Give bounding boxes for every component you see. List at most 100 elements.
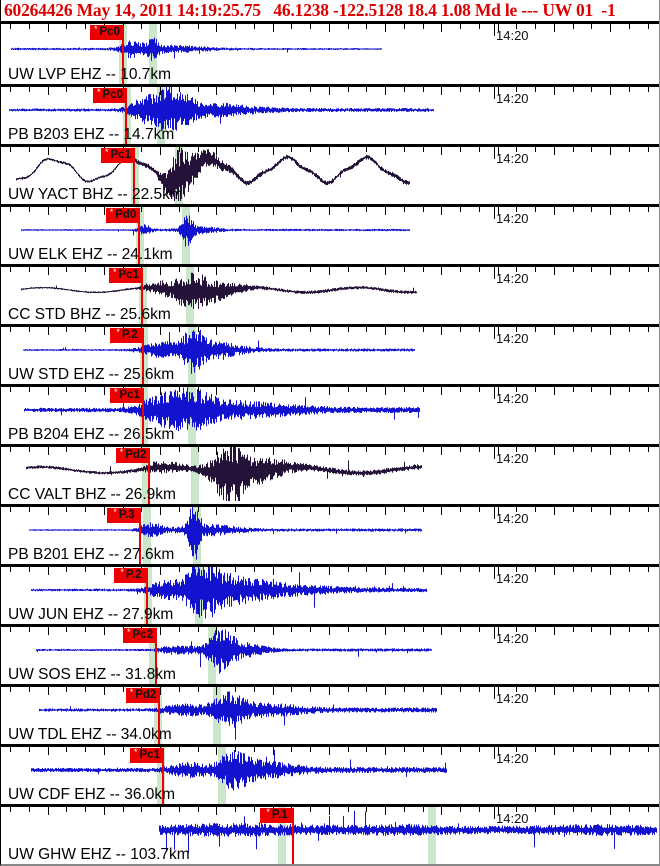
station-label: UW SOS EHZ -- 31.8km (8, 666, 176, 683)
station-label: UW ELK EHZ -- 24.1km (8, 246, 173, 263)
pick-line[interactable] (148, 462, 150, 504)
waveform-canvas[interactable] (1, 807, 659, 861)
station-label: PB B201 EHZ -- 27.6km (8, 546, 175, 563)
pick-phase-label: P.2 (125, 569, 142, 581)
minute-time-label: 14:20 (496, 631, 529, 646)
pick-asterisk-icon: * (116, 327, 120, 337)
minute-time-label: 14:20 (496, 91, 529, 106)
pick-flag-box[interactable]: * Pc2 (123, 628, 157, 643)
waveform-canvas[interactable] (1, 447, 659, 501)
pick-asterisk-icon: * (94, 24, 98, 34)
pick-line[interactable] (155, 642, 157, 684)
station-label: UW CDF EHZ -- 36.0km (8, 786, 176, 803)
event-summary-text: 60264426 May 14, 2011 14:19:25.75 46.123… (4, 0, 616, 20)
trace-row[interactable]: * Pc2 14:20 UW SOS EHZ -- 31.8km (1, 624, 659, 684)
pick-flag-box[interactable]: * Pc1 (110, 388, 144, 403)
pick-line[interactable] (146, 582, 148, 624)
pick-asterisk-icon: * (119, 447, 124, 457)
pick-flag-box[interactable]: * Pc1 (101, 148, 135, 163)
waveform-canvas[interactable] (1, 687, 659, 741)
minute-time-label: 14:20 (496, 271, 529, 286)
pick-line[interactable] (142, 342, 144, 384)
pick-flag-box[interactable]: * P.1 (260, 808, 294, 823)
minute-time-label: 14:20 (496, 691, 529, 706)
pick-phase-label: Pd2 (135, 689, 157, 701)
trace-row[interactable]: * Pc1 14:20 CC STD BHZ -- 25.6km (1, 264, 659, 324)
pick-phase-label: Pc1 (110, 149, 131, 161)
waveform-canvas[interactable] (1, 747, 659, 801)
pick-phase-label: Pc1 (139, 749, 160, 761)
pick-phase-label: P.1 (271, 809, 288, 821)
trace-row[interactable]: * Pd2 14:20 UW TDL EHZ -- 34.0km (1, 684, 659, 744)
minute-time-label: 14:20 (496, 151, 529, 166)
pick-flag-box[interactable]: * Pc0 (90, 25, 124, 40)
pick-phase-label: P.3 (118, 509, 135, 521)
pick-phase-label: P.2 (121, 329, 138, 341)
station-label: UW TDL EHZ -- 34.0km (8, 726, 172, 743)
trace-row[interactable]: * P.1 14:20 UW GHW EHZ -- 103.7km (1, 804, 659, 864)
pick-asterisk-icon: * (127, 627, 131, 637)
waveform-canvas[interactable] (1, 567, 659, 621)
pick-phase-label: Pc0 (99, 26, 120, 38)
minute-time-label: 14:20 (496, 211, 529, 226)
pick-flag-box[interactable]: * Pc1 (130, 748, 164, 763)
pick-asterisk-icon: * (113, 267, 117, 277)
pick-asterisk-icon: * (129, 687, 134, 697)
pick-asterisk-icon: * (134, 747, 138, 757)
minute-time-label: 14:20 (496, 811, 529, 826)
pick-line[interactable] (139, 522, 141, 564)
station-label: UW YACT BHZ -- 22.5km (8, 186, 183, 203)
waveform-canvas[interactable] (1, 627, 659, 681)
pick-flag-box[interactable]: * P.2 (110, 328, 144, 343)
pick-line[interactable] (125, 102, 127, 144)
pick-line[interactable] (158, 702, 160, 744)
pick-line[interactable] (292, 822, 294, 864)
trace-list: * Pc0 14:20 UW LVP EHZ -- 10.7km * Pc0 1… (1, 24, 659, 864)
station-label: UW LVP EHZ -- 10.7km (8, 66, 172, 83)
pick-asterisk-icon: * (109, 207, 114, 217)
station-label: UW JUN EHZ -- 27.9km (8, 606, 174, 623)
minute-time-label: 14:20 (496, 331, 529, 346)
pick-phase-label: Pd0 (115, 209, 137, 221)
pick-line[interactable] (122, 39, 124, 84)
station-label: UW GHW EHZ -- 103.7km (8, 846, 190, 863)
minute-time-label: 14:20 (496, 511, 529, 526)
trace-row[interactable]: * Pd0 14:20 UW ELK EHZ -- 24.1km (1, 204, 659, 264)
pick-line[interactable] (142, 402, 144, 444)
pick-phase-label: Pc0 (102, 89, 123, 101)
pick-flag-box[interactable]: * Pc0 (93, 88, 127, 103)
pick-flag-box[interactable]: * Pd0 (106, 208, 140, 223)
trace-row[interactable]: * P.2 14:20 UW JUN EHZ -- 27.9km (1, 564, 659, 624)
pick-line[interactable] (162, 762, 164, 804)
station-label: CC VALT BHZ -- 26.9km (8, 486, 176, 503)
pick-flag-box[interactable]: * Pd2 (126, 688, 160, 703)
minute-time-label: 14:20 (496, 391, 529, 406)
pick-asterisk-icon: * (97, 87, 101, 97)
trace-row[interactable]: * P.3 14:20 PB B201 EHZ -- 27.6km (1, 504, 659, 564)
station-label: CC STD BHZ -- 25.6km (8, 306, 171, 323)
pick-line[interactable] (138, 222, 140, 264)
pick-line[interactable] (141, 282, 143, 324)
trace-row[interactable]: * Pc0 14:20 UW LVP EHZ -- 10.7km (1, 24, 659, 84)
station-label: UW STD EHZ -- 25.6km (8, 366, 175, 383)
trace-row[interactable]: * Pc1 14:20 UW YACT BHZ -- 22.5km (1, 144, 659, 204)
pick-flag-box[interactable]: * Pd2 (116, 448, 150, 463)
trace-row[interactable]: * P.2 14:20 UW STD EHZ -- 25.6km (1, 324, 659, 384)
pick-asterisk-icon: * (105, 147, 109, 157)
pick-flag-box[interactable]: * Pc1 (109, 268, 143, 283)
pick-flag-box[interactable]: * P.3 (107, 508, 141, 523)
trace-row[interactable]: * Pc1 14:20 PB B204 EHZ -- 26.5km (1, 384, 659, 444)
pick-asterisk-icon: * (113, 507, 117, 517)
pick-asterisk-icon: * (266, 807, 270, 817)
pick-flag-box[interactable]: * P.2 (114, 568, 148, 583)
trace-row[interactable]: * Pc1 14:20 UW CDF EHZ -- 36.0km (1, 744, 659, 804)
station-label: PB B204 EHZ -- 26.5km (8, 426, 175, 443)
pick-asterisk-icon: * (114, 387, 118, 397)
pick-line[interactable] (133, 162, 135, 204)
minute-time-label: 14:20 (496, 451, 529, 466)
station-label: PB B203 EHZ -- 14.7km (8, 126, 175, 143)
trace-row[interactable]: * Pc0 14:20 PB B203 EHZ -- 14.7km (1, 84, 659, 144)
event-header: 60264426 May 14, 2011 14:19:25.75 46.123… (1, 0, 659, 24)
trace-row[interactable]: * Pd2 14:20 CC VALT BHZ -- 26.9km (1, 444, 659, 504)
